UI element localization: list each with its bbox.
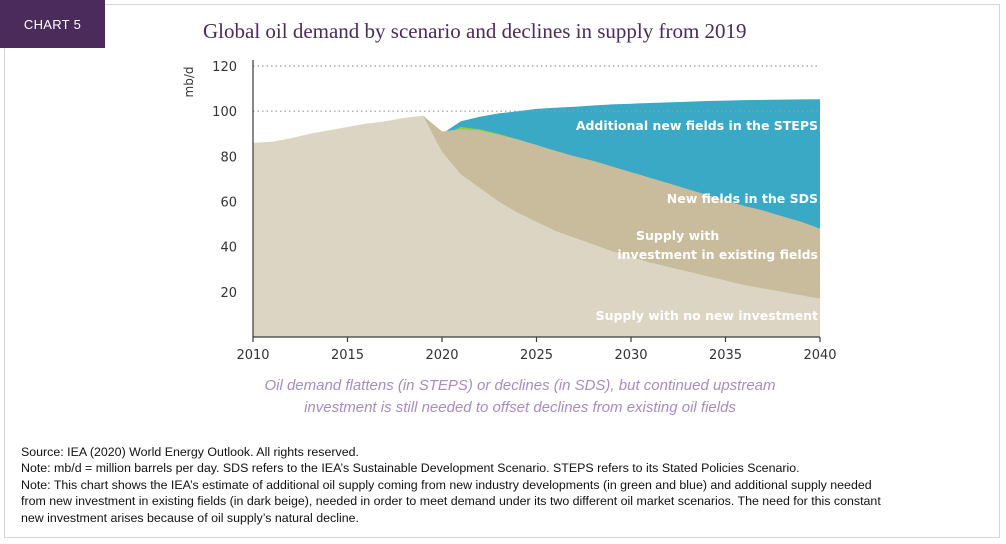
series-no-new-investment-area xyxy=(253,115,820,337)
chart-number-tag: CHART 5 xyxy=(0,0,105,48)
annotation-existing-fields-line-1: Supply with xyxy=(636,228,719,243)
y-tick-label: 20 xyxy=(220,286,237,301)
note-explanation-1: Note: This chart shows the IEA’s estimat… xyxy=(21,477,872,492)
note-explanation-2: from new investment in existing fields (… xyxy=(21,494,881,509)
annotation-existing-fields-line-2: investment in existing fields xyxy=(617,247,818,262)
x-tick-label: 2035 xyxy=(709,348,742,363)
note-explanation-3: new investment arises because of oil sup… xyxy=(21,510,359,525)
x-tick-label: 2010 xyxy=(236,348,269,363)
y-tick-label: 40 xyxy=(220,241,237,256)
y-tick-label: 60 xyxy=(220,196,237,211)
caption-line-1: Oil demand flattens (in STEPS) or declin… xyxy=(264,377,776,394)
chart-caption: Oil demand flattens (in STEPS) or declin… xyxy=(200,375,840,419)
source-line: Source: IEA (2020) World Energy Outlook.… xyxy=(21,445,359,459)
y-axis-title: mb/d xyxy=(182,67,196,98)
x-tick-label: 2030 xyxy=(614,348,647,363)
x-tick-label: 2040 xyxy=(803,348,836,363)
x-tick-label: 2015 xyxy=(331,348,364,363)
y-tick-label: 100 xyxy=(212,105,237,120)
annotation-sds-new-fields: New fields in the SDS xyxy=(667,191,818,206)
source-notes: Source: IEA (2020) World Energy Outlook.… xyxy=(21,444,1001,526)
note-definitions: Note: mb/d = million barrels per day. SD… xyxy=(21,461,800,476)
caption-line-2: investment is still needed to offset dec… xyxy=(304,399,736,416)
series-existing-fields-area xyxy=(423,115,820,299)
y-tick-label: 120 xyxy=(212,60,237,75)
x-tick-label: 2020 xyxy=(425,348,458,363)
annotation-steps-new-fields: Additional new fields in the STEPS xyxy=(576,118,818,133)
chart-frame xyxy=(4,4,1000,538)
chart-title: Global oil demand by scenario and declin… xyxy=(203,19,747,43)
annotation-no-new-investment: Supply with no new investment xyxy=(596,308,818,323)
x-tick-label: 2025 xyxy=(520,348,553,363)
y-tick-label: 80 xyxy=(220,150,237,165)
